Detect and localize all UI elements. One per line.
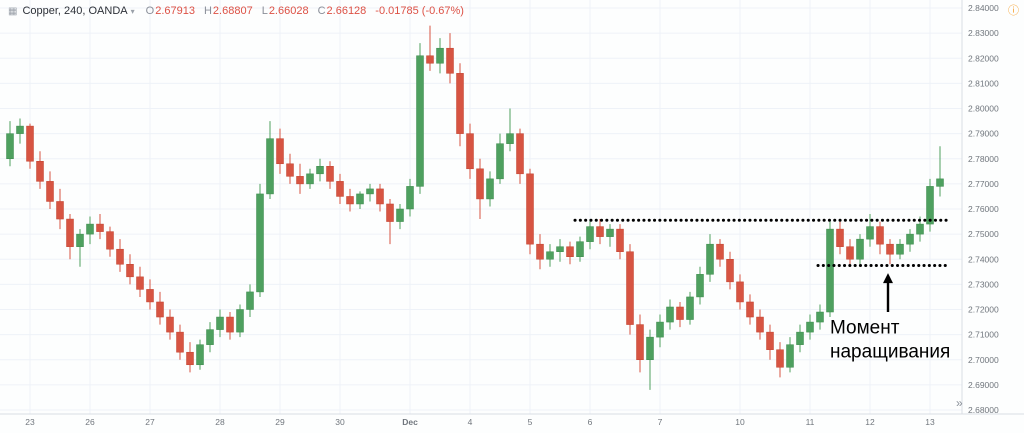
svg-text:наращивания: наращивания <box>830 341 950 362</box>
svg-text:2.81000: 2.81000 <box>968 78 999 88</box>
svg-text:26: 26 <box>85 417 95 427</box>
chevron-down-icon[interactable]: ▾ <box>130 6 135 16</box>
svg-text:6: 6 <box>588 417 593 427</box>
svg-text:4: 4 <box>468 417 473 427</box>
svg-text:13: 13 <box>925 417 935 427</box>
svg-text:2.74000: 2.74000 <box>968 254 999 264</box>
svg-text:12: 12 <box>865 417 875 427</box>
svg-text:2.69000: 2.69000 <box>968 380 999 390</box>
low-value: L 2.66028 <box>261 5 309 17</box>
high-value: H 2.68807 <box>203 5 253 17</box>
alert-icon[interactable]: ⓘ <box>1008 5 1019 17</box>
svg-text:29: 29 <box>275 417 285 427</box>
svg-text:7: 7 <box>658 417 663 427</box>
svg-text:5: 5 <box>528 417 533 427</box>
svg-text:Dec: Dec <box>402 417 418 427</box>
svg-text:2.78000: 2.78000 <box>968 154 999 164</box>
change-value: -0.01785 (-0.67%) <box>375 5 464 17</box>
svg-text:10: 10 <box>735 417 745 427</box>
svg-text:23: 23 <box>25 417 35 427</box>
svg-text:27: 27 <box>145 417 155 427</box>
open-value: O 2.67913 <box>145 5 195 17</box>
svg-text:2.77000: 2.77000 <box>968 179 999 189</box>
svg-text:2.82000: 2.82000 <box>968 53 999 63</box>
svg-text:11: 11 <box>806 417 815 427</box>
chart-legend: ▦ Copper, 240, OANDA ▾ O 2.67913 H 2.68807… <box>8 5 464 17</box>
scroll-to-recent-icon[interactable]: » <box>956 396 963 410</box>
svg-text:2.83000: 2.83000 <box>968 28 999 38</box>
close-value: C 2.66128 <box>317 5 367 17</box>
svg-text:2.73000: 2.73000 <box>968 279 999 289</box>
svg-text:2.68000: 2.68000 <box>968 405 999 415</box>
symbol-title[interactable]: Copper, 240, OANDA <box>22 5 128 17</box>
svg-text:2.84000: 2.84000 <box>968 3 999 13</box>
svg-text:2.71000: 2.71000 <box>968 330 999 340</box>
svg-text:2.76000: 2.76000 <box>968 204 999 214</box>
svg-text:2.80000: 2.80000 <box>968 104 999 114</box>
symbol-grid-icon: ▦ <box>8 5 18 17</box>
svg-text:30: 30 <box>335 417 345 427</box>
svg-text:28: 28 <box>215 417 225 427</box>
svg-text:2.72000: 2.72000 <box>968 305 999 315</box>
svg-text:2.79000: 2.79000 <box>968 129 999 139</box>
svg-text:2.75000: 2.75000 <box>968 229 999 239</box>
svg-text:Момент: Момент <box>830 317 900 338</box>
ohlc-values: O 2.67913 H 2.68807 L 2.66028 C 2.66128 -0.0… <box>146 5 464 17</box>
svg-text:2.70000: 2.70000 <box>968 355 999 365</box>
